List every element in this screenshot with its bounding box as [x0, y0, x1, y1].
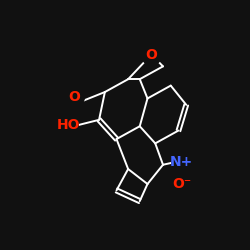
Text: O⁻: O⁻ [172, 177, 191, 191]
Text: HO: HO [56, 118, 80, 132]
Text: O: O [146, 48, 157, 62]
Text: N+: N+ [170, 154, 193, 168]
Text: O: O [68, 90, 80, 104]
